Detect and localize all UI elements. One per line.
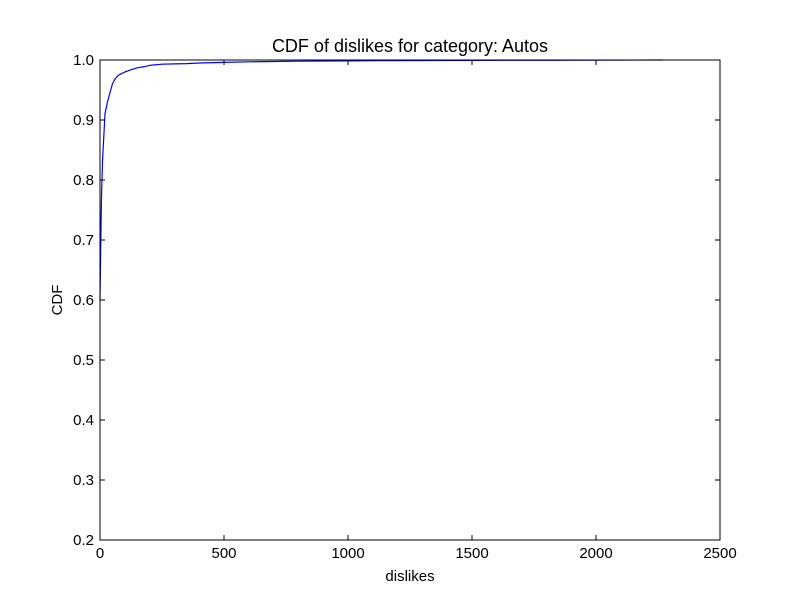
x-tick-label: 2500 [703,545,736,562]
y-tick-label: 0.5 [73,352,94,369]
y-axis-label: CDF [49,285,66,316]
x-tick-label: 1500 [455,545,488,562]
series-layer [99,59,663,301]
chart-title: CDF of dislikes for category: Autos [272,36,548,56]
ticks-layer: 0 500 1000 1500 2000 2500 0.2 0.3 0.4 0.5 0.6 0.7 0.… [73,52,737,562]
y-tick-label: 0.9 [73,112,94,129]
y-tick-label: 0.3 [73,472,94,489]
y-tick-label: 0.8 [73,172,94,189]
y-tick-label: 0.4 [73,412,94,429]
y-tick-label: 0.7 [73,232,94,249]
y-tick-label: 0.6 [73,292,94,309]
x-tick-label: 2000 [579,545,612,562]
plot-frame [99,59,721,541]
x-tick-label: 1000 [331,545,364,562]
x-axis-label: dislikes [385,568,434,585]
y-tick-label: 0.2 [73,532,94,549]
cdf-line [99,59,663,301]
x-tick-label: 500 [211,545,236,562]
x-tick-label: 0 [96,545,104,562]
y-tick-label: 1.0 [73,52,94,69]
